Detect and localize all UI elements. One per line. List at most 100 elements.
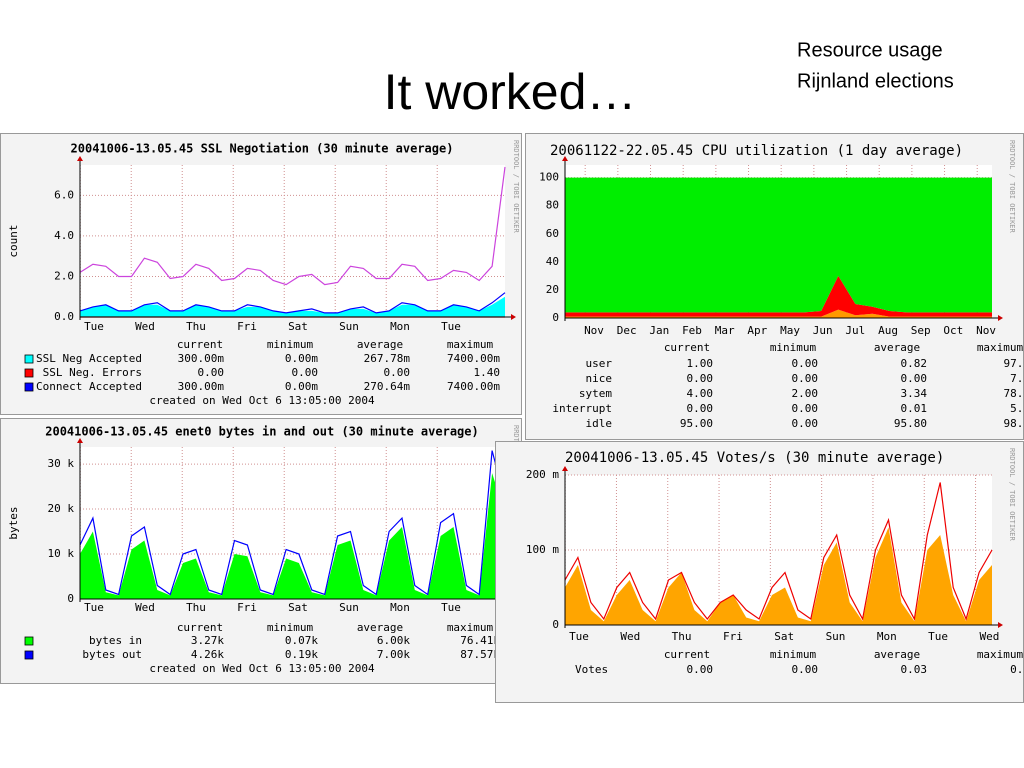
- x-tick-label: Thu: [186, 320, 206, 333]
- x-tick-label: Oct: [943, 324, 963, 337]
- slide-title: It worked…: [384, 64, 637, 120]
- x-tick-label: Thu: [186, 601, 206, 614]
- area-series: [565, 177, 992, 313]
- x-tick-label: May: [780, 324, 800, 337]
- y-tick-label: 100: [539, 171, 559, 184]
- y-tick-label: 0: [552, 311, 559, 324]
- stats-value: 300.00m: [178, 352, 225, 365]
- x-tick-label: Tue: [84, 601, 104, 614]
- y-tick-label: 2.0: [54, 269, 74, 282]
- x-tick-label: Mon: [877, 630, 897, 643]
- stats-value: 0.00: [792, 417, 819, 430]
- legend-label: idle: [586, 417, 613, 430]
- stats-header: minimum: [267, 338, 314, 351]
- stats-value: 7400.00m: [447, 352, 500, 365]
- stats-header: minimum: [770, 341, 817, 354]
- legend-label: sytem: [579, 387, 612, 400]
- x-tick-label: Tue: [441, 320, 461, 333]
- chart-footer: created on Wed Oct 6 13:05:00 2004: [149, 394, 375, 407]
- chart-title: 20041006-13.05.45 enet0 bytes in and out…: [45, 425, 478, 439]
- axis-arrow: [998, 622, 1003, 628]
- axis-arrow: [998, 315, 1003, 321]
- stats-value: 0.07k: [285, 634, 318, 647]
- stats-value: 0.00: [901, 372, 928, 385]
- x-tick-label: Sun: [339, 320, 359, 333]
- legend-label: nice: [586, 372, 613, 385]
- chart-title: 20061122-22.05.45 CPU utilization (1 day…: [550, 143, 963, 159]
- x-tick-label: Aug: [878, 324, 898, 337]
- stats-value: 0.1: [1010, 663, 1024, 676]
- stats-value: 1.00: [687, 357, 714, 370]
- x-tick-label: Jul: [845, 324, 865, 337]
- area-series: [565, 275, 992, 317]
- x-tick-label: Sat: [288, 601, 308, 614]
- x-tick-label: Wed: [135, 320, 155, 333]
- stats-header: average: [874, 341, 920, 354]
- x-tick-label: Tue: [84, 320, 104, 333]
- line-series: [79, 450, 506, 596]
- area-series: [80, 473, 505, 599]
- stats-value: 0.00: [792, 357, 819, 370]
- legend-label: Votes: [575, 663, 608, 676]
- y-tick-label: 80: [546, 199, 559, 212]
- rrd-graph: 0 20 40 60 80 100 Nov Dec Jan Feb Mar Apr May Jun Jul A…: [525, 133, 1024, 440]
- area-series: [565, 309, 992, 318]
- stats-value: 0.01: [901, 402, 928, 415]
- x-tick-label: Sat: [774, 630, 794, 643]
- axis-arrow: [562, 466, 568, 471]
- watermark: RRDTOOL / TOBI OETIKER: [1008, 448, 1016, 542]
- axis-arrow: [77, 438, 83, 443]
- stats-value: 0.00: [198, 366, 225, 379]
- legend-label: SSL Neg Accepted: [36, 352, 142, 365]
- y-tick-label: 20: [546, 283, 559, 296]
- y-tick-label: 100 m: [526, 543, 559, 556]
- stats-value: 2.00: [792, 387, 819, 400]
- x-tick-label: Tue: [928, 630, 948, 643]
- stats-value: 98.0: [1004, 417, 1024, 430]
- stats-header: current: [177, 338, 223, 351]
- stats-value: 0.00m: [285, 352, 318, 365]
- x-tick-label: Mar: [715, 324, 735, 337]
- area-series: [565, 527, 992, 625]
- x-tick-label: Jan: [649, 324, 669, 337]
- y-axis-label: count: [7, 224, 20, 257]
- x-tick-label: Wed: [135, 601, 155, 614]
- y-tick-label: 30 k: [48, 457, 75, 470]
- line-series: [564, 482, 993, 621]
- y-tick-label: 0: [67, 592, 74, 605]
- stats-header: maximum: [977, 341, 1024, 354]
- legend-label: Connect Accepted: [36, 380, 142, 393]
- y-tick-label: 40: [546, 255, 559, 268]
- stats-value: 0.00: [687, 402, 714, 415]
- x-tick-label: Dec: [617, 324, 637, 337]
- stats-value: 78.0: [1004, 387, 1024, 400]
- x-tick-label: Fri: [237, 601, 257, 614]
- stats-value: 0.00: [792, 372, 819, 385]
- y-tick-label: 20 k: [48, 502, 75, 515]
- stats-value: 0.00m: [285, 380, 318, 393]
- x-tick-label: Mon: [390, 601, 410, 614]
- stats-header: minimum: [770, 648, 817, 661]
- stats-value: 0.00: [384, 366, 411, 379]
- x-tick-label: Sep: [911, 324, 931, 337]
- stats-value: 0.00: [792, 402, 819, 415]
- slide-note: Resource usage: [797, 39, 943, 61]
- area-series: [80, 296, 505, 317]
- stats-header: average: [357, 621, 403, 634]
- slide-note: Rijnland elections: [797, 70, 954, 92]
- chart-title: 20041006-13.05.45 Votes/s (30 minute ave…: [565, 450, 944, 466]
- stats-value: 270.64m: [364, 380, 411, 393]
- legend-label: user: [586, 357, 613, 370]
- axis-arrow: [77, 156, 83, 161]
- legend-label: bytes in: [89, 634, 142, 647]
- stats-value: 0.82: [901, 357, 928, 370]
- stats-value: 6.00k: [377, 634, 410, 647]
- rrd-graph: 0.0 2.0 4.0 6.0 Tue Wed Thu Fri Sat Sun Mon Tue 2004…: [0, 133, 522, 415]
- x-tick-label: Sun: [339, 601, 359, 614]
- watermark: RRDTOOL / TOBI OETIKER: [512, 140, 520, 234]
- y-tick-label: 10 k: [48, 547, 75, 560]
- x-tick-label: Mon: [390, 320, 410, 333]
- stats-value: 95.00: [680, 417, 713, 430]
- x-tick-label: Wed: [979, 630, 999, 643]
